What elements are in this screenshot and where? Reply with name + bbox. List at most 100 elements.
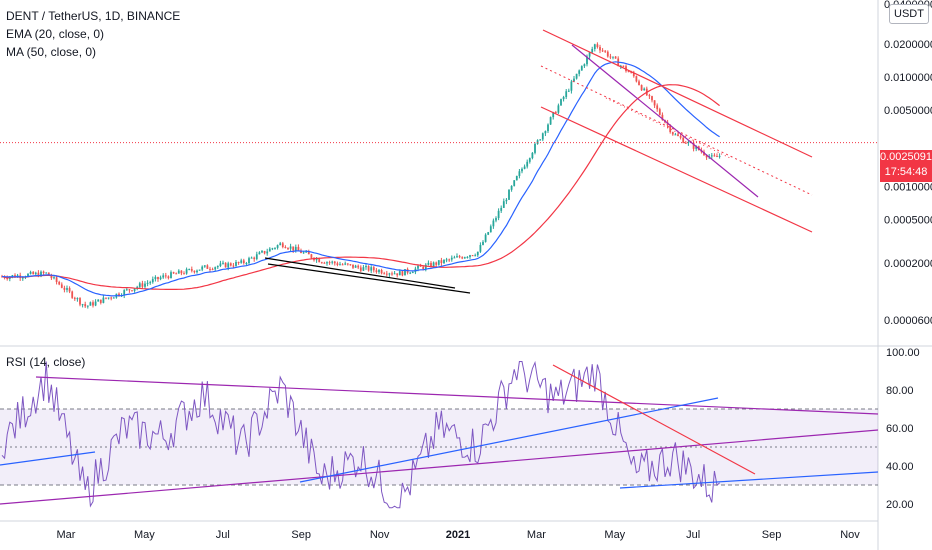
candle-body <box>164 275 167 277</box>
candle-body <box>640 85 643 91</box>
candle-body <box>435 262 438 265</box>
candle-body <box>341 264 344 266</box>
candle-body <box>544 131 547 134</box>
legend-symbol: DENT / TetherUS, 1D, BINANCE <box>6 9 181 23</box>
candle-body <box>34 272 37 275</box>
candle-body <box>159 277 162 280</box>
candle-body <box>492 220 495 227</box>
time-tick-label: Mar <box>57 529 76 541</box>
candle-body <box>404 269 406 276</box>
candle-body <box>333 261 336 264</box>
candle-body <box>211 269 214 271</box>
candle-body <box>151 279 154 283</box>
black-trendline-lower <box>267 263 471 294</box>
candle-body <box>359 267 362 271</box>
candle-body <box>146 282 149 284</box>
candle-body <box>469 255 471 257</box>
candle-body <box>554 112 557 114</box>
black-trendline-upper <box>264 257 456 289</box>
candle-body <box>201 266 204 270</box>
candle-body <box>534 143 536 153</box>
candle-body <box>294 246 297 251</box>
candle-body <box>118 293 120 296</box>
candle-body <box>86 305 89 307</box>
candle-body <box>391 273 393 275</box>
candle-body <box>614 56 617 59</box>
rsi-tick-label: 80.00 <box>886 385 914 397</box>
candle-body <box>92 302 94 306</box>
candle-body <box>281 243 284 247</box>
candle-body <box>271 248 274 250</box>
candle-body <box>484 234 487 242</box>
candle-body <box>710 155 713 157</box>
candle-body <box>388 273 391 275</box>
candle-body <box>183 273 185 275</box>
candle-body <box>497 210 500 219</box>
candle-body <box>32 271 35 275</box>
candle-body <box>284 246 287 249</box>
candle-body <box>323 262 326 264</box>
candle-body <box>627 71 630 73</box>
candle-body <box>71 291 74 298</box>
candle-body <box>601 50 604 52</box>
candle-body <box>287 248 289 250</box>
candle-body <box>305 251 308 253</box>
candle-body <box>102 297 105 303</box>
candle-body <box>489 226 492 233</box>
candle-body <box>651 96 653 101</box>
candle-body <box>612 56 614 58</box>
candle-body <box>380 270 383 274</box>
candle-body <box>378 270 380 273</box>
candle-body <box>692 142 695 149</box>
candle-body <box>508 189 510 200</box>
candle-body <box>679 136 682 138</box>
time-tick-label: Jul <box>686 529 700 541</box>
price-tick-label: 0.0005000 <box>884 214 932 226</box>
candle-body <box>97 299 100 302</box>
candle-body <box>45 272 48 274</box>
candle-body <box>258 252 261 255</box>
candle-body <box>55 277 58 282</box>
candle-body <box>133 288 136 291</box>
candle-body <box>536 140 539 144</box>
candle-body <box>656 105 659 110</box>
candle-body <box>430 262 432 267</box>
candle-body <box>476 251 479 256</box>
legend-ema: EMA (20, close, 0) <box>6 27 105 41</box>
candle-body <box>29 271 32 274</box>
candle-body <box>268 248 271 252</box>
rsi-lower-purple-trendline <box>0 429 879 505</box>
candle-body <box>125 289 128 291</box>
candle-body <box>180 270 183 274</box>
candle-body <box>73 297 76 299</box>
candle-body <box>79 298 81 305</box>
candle-body <box>224 262 227 268</box>
candle-body <box>588 52 591 57</box>
candle-body <box>372 267 375 271</box>
candle-body <box>432 262 435 267</box>
candle-body <box>344 263 347 265</box>
time-tick-label: Sep <box>291 529 311 541</box>
legend-rsi: RSI (14, close) <box>6 355 86 369</box>
candle-body <box>94 301 97 306</box>
candle-body <box>523 166 526 169</box>
candle-body <box>495 218 497 221</box>
rsi-tick-label: 100.00 <box>886 347 920 359</box>
candle-body <box>107 297 110 299</box>
candle-body <box>263 251 266 254</box>
candle-body <box>409 272 412 274</box>
candle-body <box>185 269 188 274</box>
candle-body <box>206 265 209 269</box>
currency-button[interactable]: USDT <box>889 4 929 24</box>
rsi-line <box>1 360 720 509</box>
candle-body <box>37 272 40 277</box>
candle-body <box>232 265 235 267</box>
candle-body <box>209 268 211 270</box>
candle-body <box>227 263 230 268</box>
candle-body <box>42 271 45 274</box>
candle-body <box>562 97 565 100</box>
candle-body <box>331 261 334 263</box>
candle-body <box>60 284 63 288</box>
